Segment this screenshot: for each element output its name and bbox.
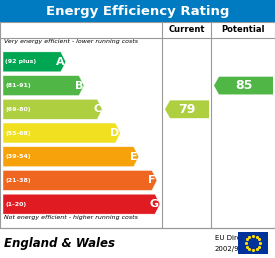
Text: C: C xyxy=(93,104,101,114)
Text: (81-91): (81-91) xyxy=(5,83,31,88)
Text: EU Directive: EU Directive xyxy=(215,236,258,241)
Polygon shape xyxy=(3,194,160,214)
Polygon shape xyxy=(3,147,139,167)
Text: England & Wales: England & Wales xyxy=(4,237,115,249)
Text: (69-80): (69-80) xyxy=(5,107,31,112)
Polygon shape xyxy=(214,77,273,94)
Bar xyxy=(0,0,275,22)
Text: 79: 79 xyxy=(178,103,196,116)
Bar xyxy=(238,232,268,254)
Text: (55-68): (55-68) xyxy=(5,131,31,135)
Text: F: F xyxy=(148,175,156,186)
Text: B: B xyxy=(75,80,83,91)
Bar xyxy=(0,22,275,228)
Text: 85: 85 xyxy=(235,79,252,92)
Text: (21-38): (21-38) xyxy=(5,178,31,183)
Text: G: G xyxy=(150,199,159,209)
Text: (39-54): (39-54) xyxy=(5,154,31,159)
Polygon shape xyxy=(3,99,102,119)
Text: (92 plus): (92 plus) xyxy=(5,59,36,64)
Polygon shape xyxy=(3,123,120,143)
Text: Energy Efficiency Rating: Energy Efficiency Rating xyxy=(46,4,229,18)
Text: Very energy efficient - lower running costs: Very energy efficient - lower running co… xyxy=(4,39,138,44)
Polygon shape xyxy=(3,171,157,190)
Polygon shape xyxy=(165,100,209,118)
Text: 2002/91/EC: 2002/91/EC xyxy=(215,246,256,252)
Text: Potential: Potential xyxy=(221,26,265,35)
Text: D: D xyxy=(110,128,119,138)
Text: Current: Current xyxy=(168,26,205,35)
Polygon shape xyxy=(3,76,84,95)
Text: Not energy efficient - higher running costs: Not energy efficient - higher running co… xyxy=(4,215,138,220)
Polygon shape xyxy=(3,52,66,72)
Text: (1-20): (1-20) xyxy=(5,202,26,207)
Text: E: E xyxy=(130,152,138,162)
Text: A: A xyxy=(56,57,65,67)
